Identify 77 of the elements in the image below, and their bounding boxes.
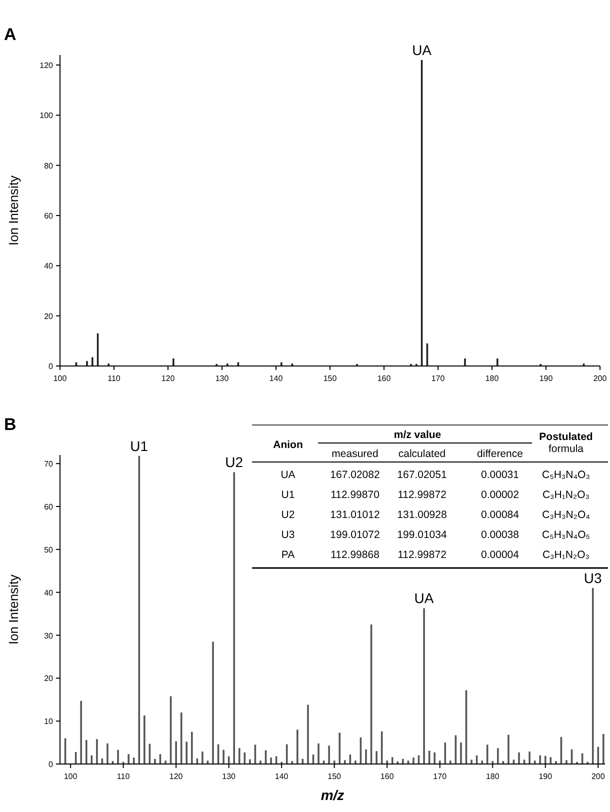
annotation: UA	[414, 590, 434, 606]
category-label: U1	[281, 489, 295, 501]
x-tick-label: 120	[169, 772, 184, 781]
text: C₅H₃N₄O₅	[542, 529, 590, 541]
annotation: difference	[477, 448, 524, 460]
text: 112.99870	[330, 489, 380, 501]
x-tick-label: 100	[64, 772, 78, 781]
annotation: U1	[130, 438, 148, 454]
text: 199.01072	[330, 529, 380, 541]
chart-title: B	[4, 415, 16, 434]
x-tick-label: 150	[328, 772, 342, 781]
text: 0.00038	[481, 529, 519, 541]
x-tick-label: 190	[538, 772, 553, 781]
text: 112.99868	[330, 549, 380, 561]
text: Anion	[273, 439, 303, 451]
x-tick-label: 200	[593, 374, 608, 383]
text: 0.00031	[481, 469, 519, 481]
x-tick-label: 160	[377, 374, 392, 383]
y-tick-label: 20	[44, 674, 54, 684]
y-tick-label: 40	[44, 588, 54, 598]
annotation: U3	[584, 570, 602, 586]
y-axis-title: Ion Intensity	[6, 174, 21, 246]
x-tick-label: 150	[323, 374, 338, 383]
y-tick-label: 40	[44, 262, 54, 271]
category-label: U2	[281, 509, 295, 521]
x-tick-label: 170	[433, 772, 448, 781]
annotation: measured	[332, 448, 378, 460]
y-tick-label: 30	[44, 631, 54, 640]
y-tick-label: 60	[44, 502, 54, 512]
text: m/z value	[394, 429, 442, 441]
text: 112.99872	[398, 549, 446, 561]
text: C₃H₃N₂O₄	[542, 509, 590, 521]
x-tick-label: 200	[591, 772, 606, 781]
category-label: UA	[280, 469, 296, 481]
category-label: U3	[281, 529, 295, 541]
text: Postulated formula	[539, 431, 593, 455]
x-tick-label: 140	[269, 374, 284, 383]
text: 167.02051	[397, 469, 447, 481]
category-label: PA	[281, 549, 295, 561]
x-tick-label: 130	[215, 374, 230, 383]
x-tick-label: 170	[431, 374, 446, 383]
text: 112.99872	[398, 489, 446, 501]
text: 0.00084	[481, 509, 519, 521]
text: 199.01034	[397, 529, 447, 541]
x-tick-label: 130	[222, 772, 236, 781]
text: 0.00002	[481, 489, 519, 501]
chart-title: A	[4, 25, 16, 44]
y-tick-label: 120	[40, 61, 54, 70]
x-tick-label: 110	[116, 772, 130, 781]
y-tick-label: 60	[44, 212, 54, 221]
y-tick-label: 0	[48, 362, 54, 371]
x-tick-label: 120	[161, 374, 176, 383]
x-tick-label: 180	[486, 772, 500, 781]
annotation: U2	[225, 454, 244, 470]
annotation: UA	[412, 42, 432, 58]
text: 167.02082	[330, 469, 380, 481]
x-tick-label: 160	[380, 772, 394, 781]
text: C₅H₃N₄O₃	[542, 469, 590, 481]
text: 131.01012	[330, 509, 380, 521]
x-tick-label: 140	[274, 772, 289, 781]
x-tick-label: 180	[485, 374, 500, 383]
x-tick-label: 110	[108, 374, 121, 383]
y-tick-label: 20	[44, 312, 54, 321]
text: C₃H₁N₂O₃	[542, 489, 590, 501]
x-tick-label: 190	[539, 374, 554, 383]
y-tick-label: 100	[40, 111, 54, 120]
text: 131.00928	[397, 509, 447, 521]
text: 0.00004	[481, 549, 519, 561]
y-tick-label: 0	[48, 760, 54, 769]
y-tick-label: 10	[44, 717, 54, 726]
y-tick-label: 50	[44, 545, 54, 554]
text: C₃H₁N₂O₃	[542, 549, 590, 561]
x-axis-title: m/z	[320, 787, 344, 803]
annotation: calculated	[398, 448, 446, 460]
y-axis-title: Ion Intensity	[6, 574, 21, 645]
y-tick-label: 70	[44, 460, 54, 469]
y-tick-label: 80	[44, 161, 54, 170]
